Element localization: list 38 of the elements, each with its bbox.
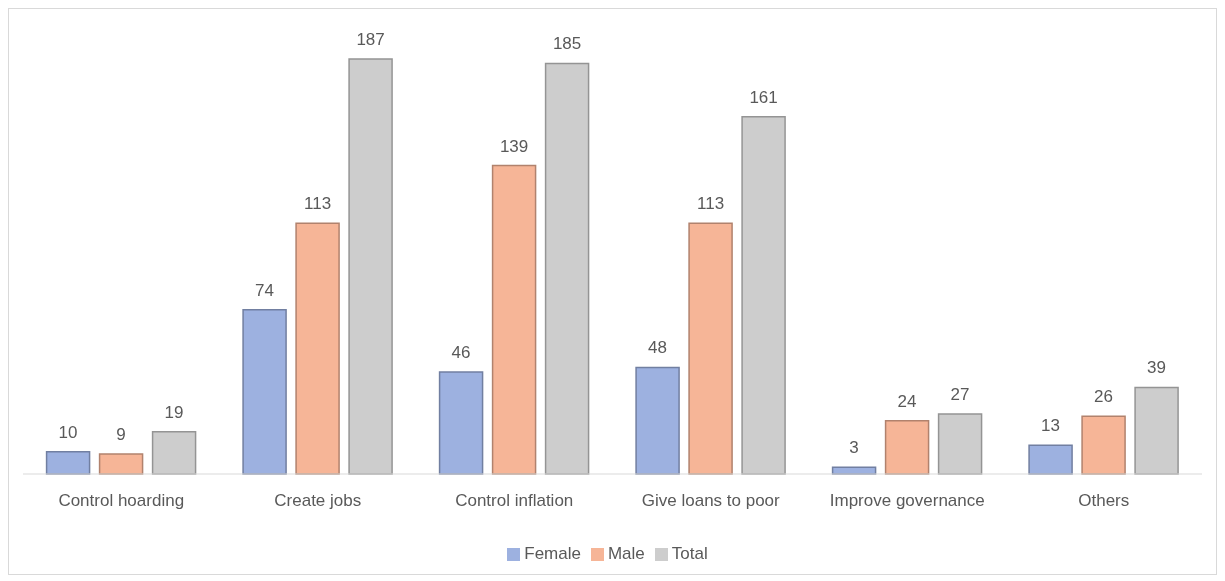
x-tick-label: Create jobs [274, 491, 362, 511]
bar [491, 164, 537, 475]
data-label: 113 [304, 194, 332, 214]
legend-label: Total [671, 544, 708, 563]
data-label: 74 [255, 280, 275, 300]
x-tick-label: Control inflation [455, 491, 574, 511]
data-label: 19 [164, 402, 184, 422]
data-label: 48 [648, 338, 668, 358]
data-label: 185 [552, 34, 582, 54]
bar [295, 222, 340, 475]
bar [45, 451, 91, 475]
bar [1028, 444, 1073, 475]
x-tick-label: Control hoarding [58, 491, 185, 511]
data-label: 3 [849, 438, 859, 458]
data-label: 10 [58, 422, 78, 442]
data-label: 161 [749, 87, 778, 107]
bar [438, 371, 484, 475]
data-label: 39 [1147, 358, 1167, 378]
bar [98, 453, 144, 475]
data-label: 24 [897, 391, 917, 411]
legend-label: Male [607, 544, 645, 563]
data-label: 27 [950, 385, 970, 405]
data-label: 46 [451, 342, 471, 362]
x-tick-label: Others [1078, 491, 1130, 511]
data-label: 26 [1094, 387, 1114, 407]
legend-label: Female [524, 544, 581, 563]
data-label: 9 [116, 425, 126, 445]
bar [1081, 415, 1126, 475]
data-label: 187 [356, 30, 385, 49]
bar [635, 366, 680, 475]
data-label: 113 [697, 194, 725, 214]
bar [884, 419, 930, 475]
x-tick-label: Improve governance [829, 491, 985, 511]
data-label: 139 [499, 136, 529, 156]
data-label: 13 [1041, 416, 1061, 436]
x-tick-label: Give loans to poor [641, 491, 781, 511]
bar [242, 309, 287, 475]
bar [688, 222, 733, 475]
